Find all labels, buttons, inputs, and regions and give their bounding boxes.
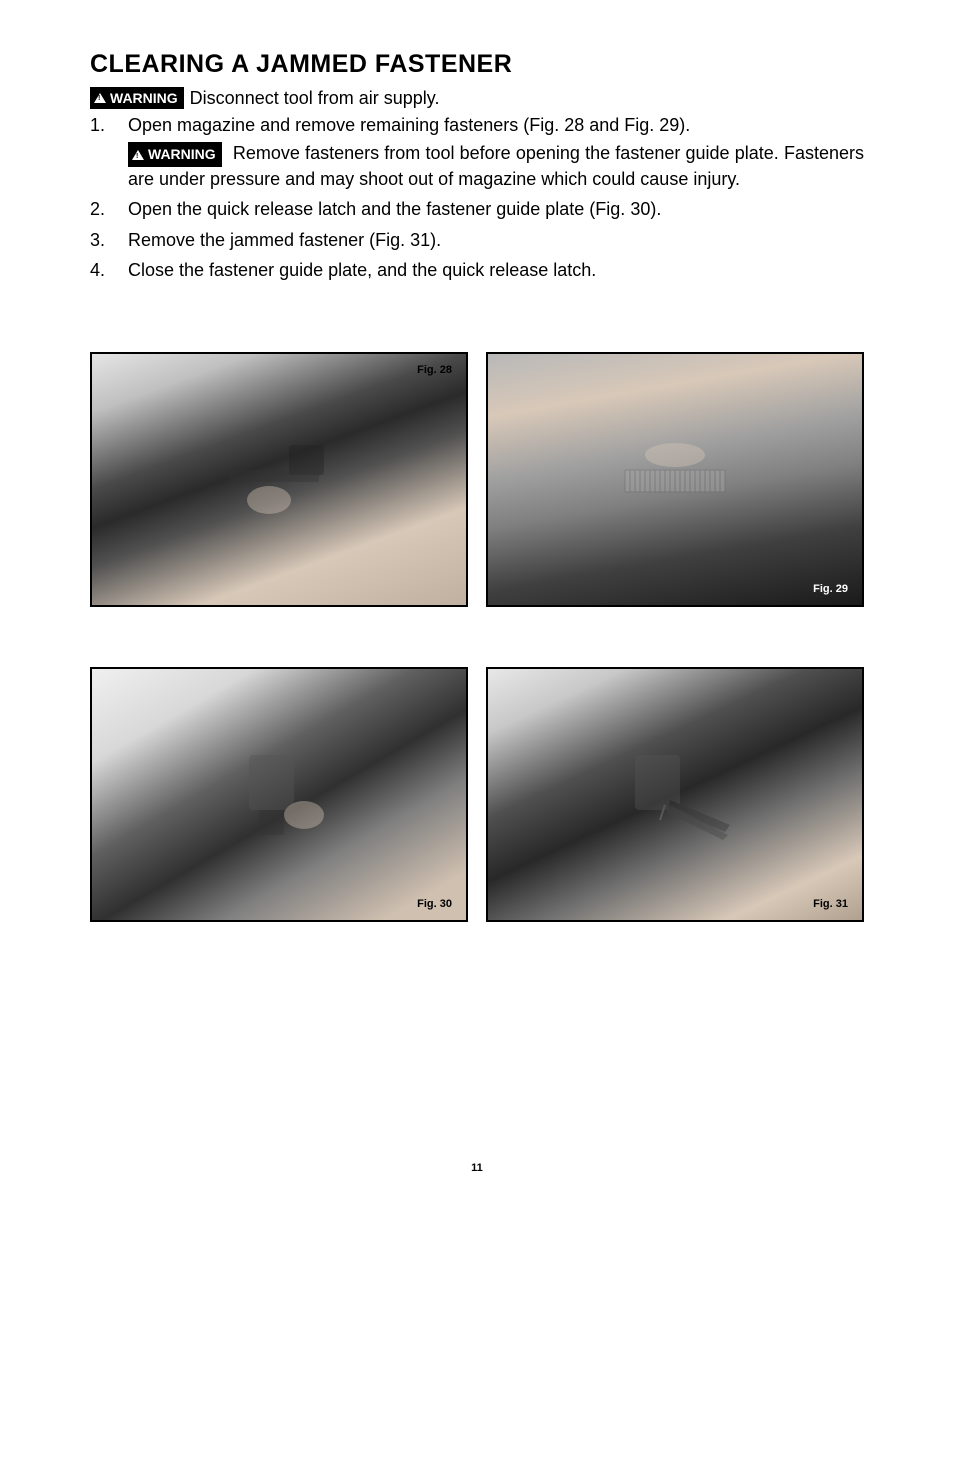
figure-31: Fig. 31 — [486, 667, 864, 922]
step-1: Open magazine and remove remaining faste… — [90, 113, 864, 191]
step-3: Remove the jammed fastener (Fig. 31). — [90, 228, 864, 252]
figure-29: Fig. 29 — [486, 352, 864, 607]
figure-30-label: Fig. 30 — [413, 896, 456, 912]
figure-30: Fig. 30 — [90, 667, 468, 922]
warning-label-text: WARNING — [148, 145, 216, 164]
page-number: 11 — [90, 1162, 864, 1174]
fastener-strip-icon — [605, 440, 745, 520]
top-warning-text: Disconnect tool from air supply. — [190, 88, 440, 109]
figure-28-image — [92, 354, 466, 605]
page-title: CLEARING A JAMMED FASTENER — [90, 50, 864, 79]
figure-30-image — [92, 669, 466, 920]
step-2: Open the quick release latch and the fas… — [90, 197, 864, 221]
warning-badge: WARNING — [90, 87, 184, 109]
step-1-sub-warning-text: Remove fasteners from tool before openin… — [128, 143, 864, 189]
figure-31-label: Fig. 31 — [809, 896, 852, 912]
figure-29-label: Fig. 29 — [809, 581, 852, 597]
warning-triangle-icon — [132, 150, 144, 160]
top-warning-line: WARNING Disconnect tool from air supply. — [90, 87, 864, 109]
figures-row-2: Fig. 30 Fig. 31 — [90, 667, 864, 922]
figure-31-image — [488, 669, 862, 920]
warning-badge: WARNING — [128, 142, 222, 167]
figure-29-image — [488, 354, 862, 605]
tool-icon — [219, 440, 339, 520]
figure-28-label: Fig. 28 — [413, 362, 456, 378]
step-4-text: Close the fastener guide plate, and the … — [128, 260, 596, 280]
tool-latch-icon — [219, 750, 339, 840]
figures-row-1: Fig. 28 Fig. 29 — [90, 352, 864, 607]
figure-28: Fig. 28 — [90, 352, 468, 607]
steps-list: Open magazine and remove remaining faste… — [90, 113, 864, 282]
step-3-text: Remove the jammed fastener (Fig. 31). — [128, 230, 441, 250]
warning-label-text: WARNING — [110, 90, 178, 106]
warning-triangle-icon — [94, 93, 106, 103]
pliers-icon — [610, 750, 740, 840]
step-1-sub-warning: WARNING Remove fasteners from tool befor… — [128, 141, 864, 191]
step-2-text: Open the quick release latch and the fas… — [128, 199, 661, 219]
step-1-text: Open magazine and remove remaining faste… — [128, 115, 690, 135]
step-4: Close the fastener guide plate, and the … — [90, 258, 864, 282]
